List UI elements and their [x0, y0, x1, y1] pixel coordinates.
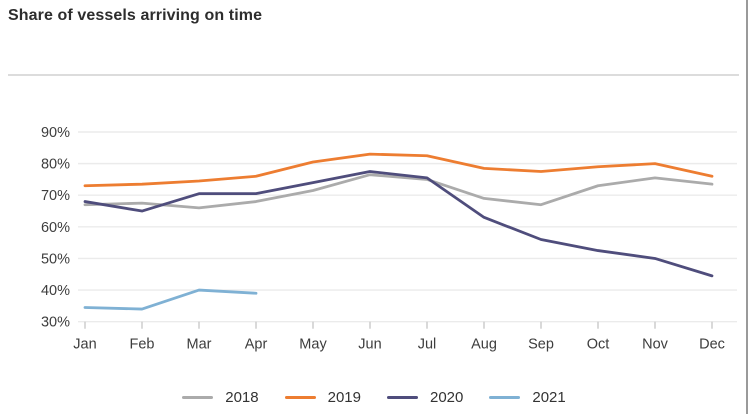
x-axis-tick-label: May [299, 337, 327, 353]
x-axis-tick-label: Jun [358, 337, 381, 353]
x-axis-tick-label: Sep [528, 337, 554, 353]
right-border-line [746, 0, 748, 414]
x-axis-tick-label: Feb [130, 337, 155, 353]
y-axis-tick-label: 60% [41, 220, 70, 236]
x-axis-tick-label: Apr [245, 337, 268, 353]
legend-item-2019: 2019 [284, 389, 361, 406]
x-axis-tick-label: Oct [587, 337, 610, 353]
series-line-2018 [83, 173, 714, 210]
line-chart-plot: 90% 80% 70% 60% 50% 40% 30%Jan Feb Mar Apr May Jun J… [41, 125, 737, 353]
legend-swatch-2021 [489, 396, 521, 399]
y-axis-tick-label: 40% [41, 283, 70, 299]
x-axis-tick-label: Aug [471, 337, 497, 353]
y-axis-tick-label: 90% [41, 125, 70, 141]
series-line-2021 [83, 288, 258, 311]
legend-swatch-2018 [182, 396, 214, 399]
x-axis-tick-label: Mar [187, 337, 212, 353]
title-divider [8, 74, 739, 76]
x-axis-tick-label: Jan [73, 337, 96, 353]
y-axis-tick-label: 70% [41, 188, 70, 204]
legend-label-2019: 2019 [327, 389, 361, 406]
y-axis-tick-label: 50% [41, 251, 70, 267]
chart-title: Share of vessels arriving on time [8, 7, 263, 24]
legend-item-2020: 2020 [387, 389, 463, 406]
y-axis-tick-label: 80% [41, 157, 70, 173]
legend-swatch-2019 [284, 396, 316, 399]
legend-label-2020: 2020 [430, 389, 464, 406]
x-axis-tick-label: Dec [699, 337, 725, 353]
x-axis-tick-label: Nov [642, 337, 669, 353]
legend-label-2021: 2021 [532, 389, 566, 406]
legend-item-2021: 2021 [489, 389, 566, 406]
legend-swatch-2020 [387, 396, 418, 399]
series-line-2019 [83, 152, 714, 188]
chart-legend: 2018 2019 2020 2021 [0, 389, 748, 406]
legend-label-2018: 2018 [225, 389, 259, 406]
legend-item-2018: 2018 [182, 389, 259, 406]
y-axis-tick-label: 30% [41, 315, 70, 331]
series-line-2020 [83, 170, 714, 278]
x-axis-tick-label: Jul [418, 337, 437, 353]
